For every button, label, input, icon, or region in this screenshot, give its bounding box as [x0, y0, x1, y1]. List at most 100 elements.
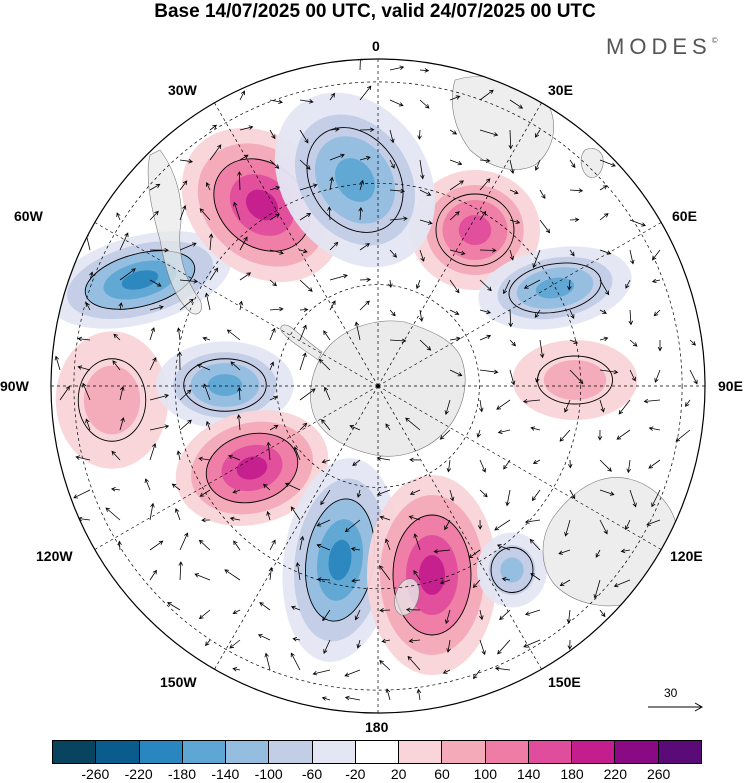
lon-label-150w: 150W	[160, 674, 197, 690]
wind-vector-arrow	[599, 279, 610, 296]
wind-vector-arrow	[179, 158, 194, 164]
wind-vector-arrow	[407, 655, 421, 671]
wind-vector-arrow	[82, 382, 91, 401]
wind-vector-arrow	[389, 99, 404, 107]
wind-vector-arrow	[532, 459, 541, 464]
wind-vector-arrow	[318, 358, 331, 371]
wind-vector-arrow	[290, 506, 301, 521]
colorbar-tick-label: 180	[560, 766, 584, 782]
wind-vector-arrow	[419, 189, 432, 196]
wind-vector-arrow	[149, 424, 170, 431]
wind-vector-arrow	[352, 459, 361, 467]
wind-vector-arrow	[111, 450, 121, 461]
madagascar-land	[580, 148, 604, 178]
wind-vector-arrow	[149, 279, 162, 287]
wind-vector-arrow	[176, 327, 182, 341]
wind-vector-arrow	[299, 99, 314, 104]
anomaly-center	[410, 170, 540, 290]
wind-vector-arrow	[449, 249, 466, 256]
wind-vector-arrow	[322, 609, 331, 622]
wind-vector-arrow	[118, 302, 123, 311]
wind-vector-arrow	[327, 206, 332, 221]
wind-vector-arrow	[629, 489, 637, 508]
wind-vector-arrow	[149, 442, 157, 461]
wind-vector-arrow	[194, 573, 211, 581]
wind-vector-arrow	[569, 188, 584, 193]
anomaly-center	[55, 331, 169, 469]
map-boundary	[50, 58, 706, 714]
colorbar-segment	[139, 741, 183, 763]
wind-vector-arrow	[199, 489, 211, 497]
wind-vector-arrow	[149, 183, 161, 191]
wind-vector-arrow	[479, 489, 488, 498]
meridian-line	[214, 102, 379, 387]
wind-vector-arrow	[657, 340, 663, 352]
south-pole-marker	[376, 384, 380, 388]
wind-vector-arrow	[269, 159, 280, 169]
wind-vector-arrow	[229, 639, 241, 649]
wind-vector-arrow	[389, 159, 395, 169]
colorbar-segment	[399, 741, 443, 763]
wind-vector-arrow	[350, 546, 361, 552]
wind-vector-arrow	[446, 639, 451, 653]
wind-vector-arrow	[329, 300, 336, 311]
wind-vector-arrow	[149, 393, 170, 401]
wind-vector-arrow	[569, 309, 575, 319]
wind-vector-arrow	[203, 383, 211, 401]
wind-vector-arrow	[599, 609, 606, 618]
wind-vector-arrow	[479, 369, 499, 375]
lon-label-30w: 30W	[168, 82, 197, 98]
wind-vector-arrow	[405, 607, 421, 613]
wind-vector-arrow	[232, 609, 241, 614]
colorbar-segment	[615, 741, 659, 763]
wind-vector-arrow	[494, 666, 511, 671]
wind-vector-arrow	[239, 125, 254, 131]
wind-vector-arrow	[269, 361, 275, 371]
wind-vector-arrow	[559, 429, 571, 442]
wind-vector-arrow	[198, 609, 211, 620]
wind-vector-arrow	[442, 669, 451, 674]
wind-vector-arrow	[269, 185, 281, 191]
wind-vector-arrow	[416, 688, 422, 701]
wind-vector-arrow	[264, 652, 271, 671]
lon-label-60e: 60E	[672, 208, 697, 224]
wind-vector-arrow	[449, 95, 461, 101]
wind-vector-arrow	[299, 129, 309, 144]
wind-vector-arrow	[358, 206, 363, 221]
wind-vector-arrow	[522, 398, 541, 404]
wind-vector-arrow	[535, 369, 541, 383]
wind-vector-arrow	[290, 605, 301, 611]
wind-vector-arrow	[329, 92, 335, 101]
wind-vector-arrow	[359, 127, 375, 133]
wind-vector-arrow	[344, 695, 361, 701]
wind-vector-arrow	[530, 426, 541, 431]
wind-vectors	[54, 59, 698, 701]
colorbar-segment	[658, 741, 701, 763]
wind-vector-arrow	[174, 508, 181, 521]
wind-vector-arrow	[595, 549, 601, 558]
wind-vector-arrow	[171, 483, 181, 491]
wind-vector-arrow	[316, 519, 331, 527]
wind-vector-arrow	[569, 217, 580, 222]
lon-label-120e: 120E	[670, 548, 703, 564]
wind-vector-arrow	[509, 339, 516, 347]
wind-vector-arrow	[629, 369, 636, 382]
wind-vector-arrow	[479, 609, 484, 621]
wind-vector-arrow	[534, 159, 541, 171]
wind-vector-arrow	[389, 65, 405, 71]
wind-vector-arrow	[385, 688, 391, 701]
wind-vector-arrow	[444, 609, 451, 625]
wind-vector-arrow	[204, 292, 211, 311]
wind-vector-arrow	[269, 99, 283, 104]
wind-vector-arrow	[419, 219, 433, 225]
wind-vector-arrow	[439, 429, 451, 440]
wind-vector-arrow	[299, 535, 305, 551]
colorbar-tick-label: 20	[390, 766, 407, 782]
wind-vector-arrow	[479, 210, 487, 221]
meridian-line	[377, 385, 662, 550]
wind-vector-arrow	[651, 249, 661, 261]
wind-vector-arrow	[239, 236, 248, 251]
wind-vector-arrow	[559, 579, 571, 587]
wind-vector-arrow	[508, 129, 513, 150]
wind-vector-arrow	[468, 549, 481, 559]
